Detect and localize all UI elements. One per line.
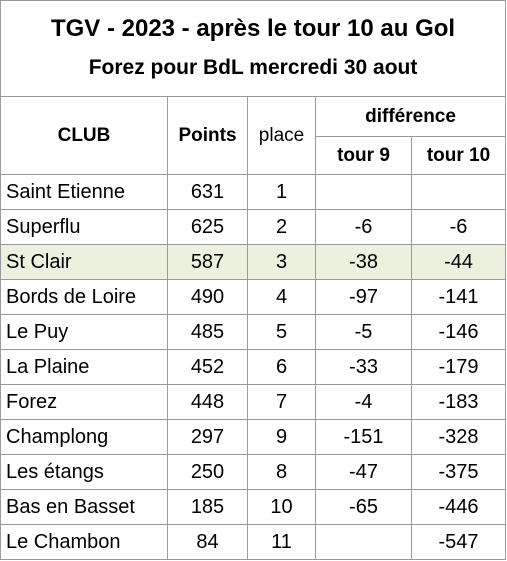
tour10-cell: -183 <box>410 384 507 420</box>
header-club: CLUB <box>0 96 168 175</box>
place-cell: 8 <box>247 454 316 490</box>
header-difference: différence <box>314 96 507 137</box>
place-cell: 7 <box>247 384 316 420</box>
table-row: Forez 448 7 -4 -183 <box>0 384 507 420</box>
club-cell: Champlong <box>0 419 168 455</box>
tour9-cell <box>315 524 412 560</box>
points-cell: 625 <box>167 209 248 245</box>
tour10-cell: -328 <box>410 419 507 455</box>
title-cell: TGV - 2023 - après le tour 10 au Gol For… <box>0 0 507 97</box>
points-cell: 185 <box>167 489 248 525</box>
place-cell: 6 <box>247 349 316 385</box>
title-line-1: TGV - 2023 - après le tour 10 au Gol <box>50 14 456 42</box>
table-row: Champlong 297 9 -151 -328 <box>0 419 507 455</box>
tour10-cell: -375 <box>410 454 507 490</box>
table-row: Le Puy 485 5 -5 -146 <box>0 314 507 350</box>
place-cell: 2 <box>247 209 316 245</box>
table-row: Superflu 625 2 -6 -6 <box>0 209 507 245</box>
tour10-cell: -146 <box>410 314 507 350</box>
table-row: La Plaine 452 6 -33 -179 <box>0 349 507 385</box>
table-row: Le Chambon 84 11 -547 <box>0 524 507 560</box>
place-cell: 10 <box>247 489 316 525</box>
title-row: TGV - 2023 - après le tour 10 au Gol For… <box>0 0 507 97</box>
points-cell: 490 <box>167 279 248 315</box>
club-cell: Bas en Basset <box>0 489 168 525</box>
club-cell: La Plaine <box>0 349 168 385</box>
table-row: Bas en Basset 185 10 -65 -446 <box>0 489 507 525</box>
place-cell: 3 <box>247 244 316 280</box>
table-row-highlighted: St Clair 587 3 -38 -44 <box>0 244 507 280</box>
place-cell: 4 <box>247 279 316 315</box>
table-row: Bords de Loire 490 4 -97 -141 <box>0 279 507 315</box>
header-row-1: CLUB Points place différence <box>0 96 507 175</box>
place-cell: 9 <box>247 419 316 455</box>
header-points: Points <box>167 96 248 175</box>
tour9-cell: -5 <box>315 314 412 350</box>
club-cell: Bords de Loire <box>0 279 168 315</box>
table-row: Saint Etienne 631 1 <box>0 174 507 210</box>
tour9-cell: -33 <box>315 349 412 385</box>
header-place: place <box>247 96 316 175</box>
points-cell: 84 <box>167 524 248 560</box>
club-cell: Forez <box>0 384 168 420</box>
tour10-cell: -446 <box>410 489 507 525</box>
tour9-cell: -65 <box>315 489 412 525</box>
club-cell: Saint Etienne <box>0 174 168 210</box>
tour10-cell <box>410 174 507 210</box>
title-line-2: Forez pour BdL mercredi 30 aout <box>88 55 418 79</box>
header-tour10: tour 10 <box>410 136 507 175</box>
club-cell: Le Puy <box>0 314 168 350</box>
club-cell: Les étangs <box>0 454 168 490</box>
header-row-2: tour 9 tour 10 <box>1 136 507 175</box>
points-cell: 631 <box>167 174 248 210</box>
tour9-cell: -151 <box>315 419 412 455</box>
tour9-cell: -47 <box>315 454 412 490</box>
club-cell: Superflu <box>0 209 168 245</box>
tour10-cell: -141 <box>410 279 507 315</box>
place-cell: 5 <box>247 314 316 350</box>
points-cell: 452 <box>167 349 248 385</box>
tour9-cell: -6 <box>315 209 412 245</box>
table-row: Les étangs 250 8 -47 -375 <box>0 454 507 490</box>
tour9-cell <box>315 174 412 210</box>
header-tour9: tour 9 <box>315 136 412 175</box>
points-cell: 485 <box>167 314 248 350</box>
tour9-cell: -97 <box>315 279 412 315</box>
club-cell: St Clair <box>0 244 168 280</box>
tour10-cell: -179 <box>410 349 507 385</box>
points-cell: 250 <box>167 454 248 490</box>
points-cell: 587 <box>167 244 248 280</box>
club-cell: Le Chambon <box>0 524 168 560</box>
place-cell: 1 <box>247 174 316 210</box>
points-cell: 297 <box>167 419 248 455</box>
tour10-cell: -547 <box>410 524 507 560</box>
tour9-cell: -38 <box>315 244 412 280</box>
points-cell: 448 <box>167 384 248 420</box>
tour10-cell: -6 <box>410 209 507 245</box>
tour10-cell: -44 <box>410 244 507 280</box>
tour9-cell: -4 <box>315 384 412 420</box>
place-cell: 11 <box>247 524 316 560</box>
